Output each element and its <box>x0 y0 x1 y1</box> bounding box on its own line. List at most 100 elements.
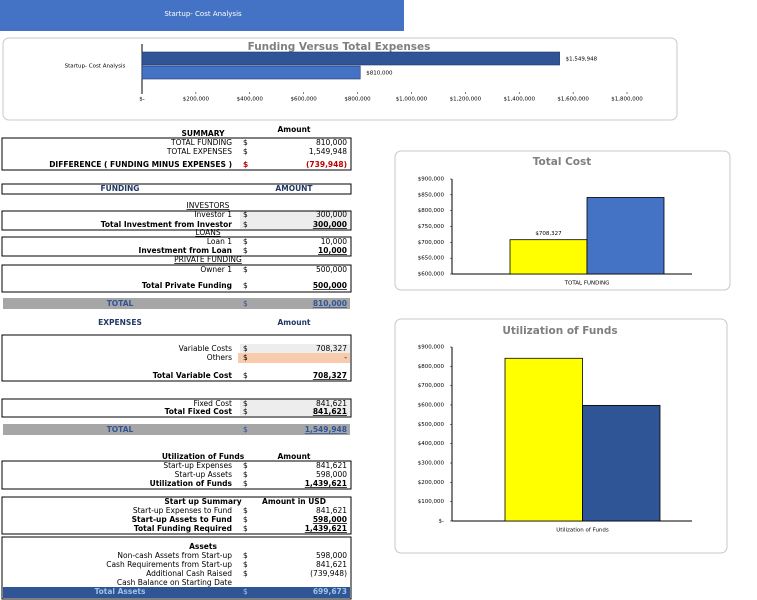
row-amount: 500,000 <box>313 281 347 290</box>
table-box <box>1 398 352 418</box>
y-tick-label: $800,000 <box>418 364 445 370</box>
x-tick-label: TOTAL FUNDING <box>564 281 610 287</box>
y-tick-label: Startup- Cost Analysis <box>65 64 126 70</box>
row-amount: Amount <box>277 318 310 327</box>
x-tick-label: $400,000 <box>237 97 264 103</box>
row-label: FUNDING <box>101 184 140 193</box>
bar <box>504 357 583 522</box>
row-amount: 1,439,621 <box>305 524 347 533</box>
currency: $ <box>243 220 248 229</box>
table-box <box>1 183 352 195</box>
row-label: Start-up Assets <box>175 470 232 479</box>
currency: $ <box>243 246 248 255</box>
row-label: EXPENSES <box>98 318 142 327</box>
row-label: Total Investment from Investor <box>101 220 233 229</box>
currency: $ <box>243 425 248 434</box>
row-amount: 841,621 <box>313 407 347 416</box>
x-tick-label: $1,200,000 <box>450 97 482 103</box>
currency: $ <box>243 371 248 380</box>
row-amount: 598,000 <box>313 515 347 524</box>
row-amount: 1,549,948 <box>305 425 347 434</box>
row-label: TOTAL FUNDING <box>170 138 232 147</box>
row-label: Utilization of Funds <box>162 452 245 461</box>
y-tick-label: $800,000 <box>418 208 445 214</box>
row-label: PRIVATE FUNDING <box>174 255 242 264</box>
row-label: Start-up Expenses to Fund <box>133 506 232 515</box>
cell-shade <box>240 399 350 416</box>
currency: $ <box>243 353 248 362</box>
row-label: Total Fixed Cost <box>165 407 233 416</box>
y-tick-label: $650,000 <box>418 256 445 262</box>
y-tick-label: $500,000 <box>418 422 445 428</box>
x-tick-label: $800,000 <box>344 97 371 103</box>
y-tick-label: $200,000 <box>418 480 445 486</box>
currency: $ <box>243 237 248 246</box>
currency: $ <box>243 210 248 219</box>
bar <box>586 197 665 275</box>
value-label: $708,327 <box>535 231 562 237</box>
row-label: Total Funding Required <box>134 524 232 533</box>
cell-shade <box>240 211 350 229</box>
row-amount: 841,621 <box>316 506 347 515</box>
row-amount: 1,549,948 <box>309 147 347 156</box>
row-label: TOTAL <box>107 299 134 308</box>
table-box <box>1 334 352 382</box>
row-label: Owner 1 <box>200 265 232 274</box>
row-label: Total Variable Cost <box>153 371 233 380</box>
row-label: Investor 1 <box>194 210 232 219</box>
row-amount: 699,673 <box>313 587 347 596</box>
currency: $ <box>243 160 248 169</box>
value-label: $1,549,948 <box>566 57 598 63</box>
chart-title: Funding Versus Total Expenses <box>248 41 431 53</box>
row-amount: 810,000 <box>316 138 347 147</box>
row-amount: 810,000 <box>313 299 347 308</box>
y-tick-label: $400,000 <box>418 441 445 447</box>
y-tick-label: $600,000 <box>418 403 445 409</box>
row-amount: 598,000 <box>316 470 347 479</box>
row-amount: 841,621 <box>316 461 347 470</box>
row-label: TOTAL EXPENSES <box>166 147 232 156</box>
row-label: SUMMARY <box>181 129 225 138</box>
row-amount: (739,948) <box>310 569 347 578</box>
cell-shade <box>240 344 350 353</box>
banner <box>0 0 404 31</box>
chart-title: Total Cost <box>533 156 592 168</box>
x-tick-label: $200,000 <box>183 97 210 103</box>
row-label: LOANS <box>195 228 220 237</box>
currency: $ <box>243 281 248 290</box>
x-tick-label: $600,000 <box>291 97 318 103</box>
row-label: Cash Balance on Starting Date <box>117 578 233 587</box>
currency: $ <box>243 506 248 515</box>
currency: $ <box>243 147 248 156</box>
x-tick-label: $1,000,000 <box>396 97 428 103</box>
currency: $ <box>243 479 248 488</box>
row-amount: (739,948) <box>306 160 347 169</box>
y-tick-label: $700,000 <box>418 383 445 389</box>
row-amount: Amount <box>277 125 310 134</box>
currency: $ <box>243 551 248 560</box>
table-box <box>1 137 352 171</box>
currency: $ <box>243 461 248 470</box>
row-label: Loan 1 <box>207 237 232 246</box>
table-box <box>1 236 352 257</box>
row-label: Variable Costs <box>179 344 232 353</box>
row-label: Start-up Assets to Fund <box>132 515 232 524</box>
table-box <box>1 210 352 231</box>
x-tick-label: Utilization of Funds <box>556 528 609 534</box>
row-amount: 300,000 <box>316 210 347 219</box>
row-amount: 500,000 <box>316 265 347 274</box>
row-amount: Amount <box>277 452 310 461</box>
currency: $ <box>243 569 248 578</box>
currency: $ <box>243 560 248 569</box>
row-label: Total Private Funding <box>142 281 232 290</box>
table-box <box>1 536 352 600</box>
total-band <box>3 587 350 598</box>
bar <box>141 65 361 80</box>
chart-title: Utilization of Funds <box>502 325 617 337</box>
total-band <box>3 424 350 435</box>
currency: $ <box>243 299 248 308</box>
currency: $ <box>243 407 248 416</box>
table-box <box>1 496 352 535</box>
x-tick-label: $1,800,000 <box>611 97 643 103</box>
